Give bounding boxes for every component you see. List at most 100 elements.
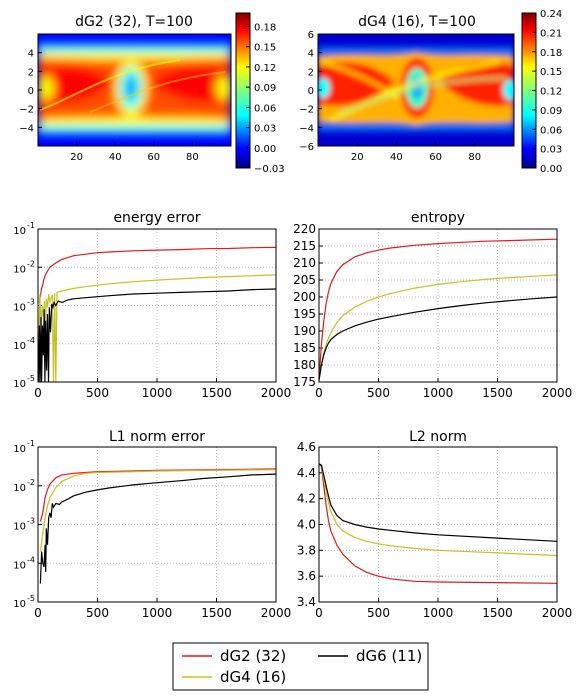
legend-label-dg2: dG2 (32) [220,647,286,665]
colorbar-tick-label: 0.09 [540,106,562,117]
heatmap-ytick-label: 4 [308,49,314,60]
panel-energy-error: energy error 0 500 1000 1500 200010-110-210-… [13,210,291,400]
ytick-exponent: -5 [27,594,35,603]
l2-norm-title: L2 norm [409,429,467,445]
ytick-exponent: -2 [27,259,35,268]
heatmap-ytick-label: −4 [19,123,34,134]
ytick-label: 4.0 [297,518,316,532]
colorbar-dg2 [235,12,251,169]
heatmap-ytick-label: 2 [308,67,314,78]
colorbar-tick-label: 0.12 [254,63,276,74]
heatmap-xtick-label: 80 [468,152,481,163]
plot-frame [37,446,277,603]
xtick-label: 1000 [423,606,454,620]
series-line-dg2 [319,238,557,381]
xtick-label: 1500 [482,386,513,400]
heatmap-dg4-title: dG4 (16), T=100 [358,14,476,30]
panel-l1-norm-error: L1 norm error 0 500 1000 1500 200010-110-210… [13,429,291,620]
ytick-label: 210 [293,256,316,270]
xtick-label: 1000 [142,606,173,620]
l1-norm-error-title: L1 norm error [109,429,205,445]
heatmap-ytick-label: 6 [308,30,314,41]
ytick-exponent: -3 [27,517,35,526]
series-group [319,238,557,381]
xtick-label: 0 [34,606,42,620]
colorbar-tick-label: 0.06 [254,103,276,114]
ytick-label: 3.6 [297,569,316,583]
series-line-dg4 [39,469,276,552]
colorbar-tick-label: 0.24 [540,9,562,20]
ytick-label: 4.2 [297,492,316,506]
ytick-label: 205 [293,273,316,287]
colorbar-tick-label: 0.06 [540,125,562,136]
colorbar-tick-label: −0.03 [254,164,285,175]
series-line-dg4 [38,274,276,382]
heatmap-dg4: dG4 (16), T=100 20 40 60 806420−2−4−60.240.… [299,9,562,175]
colorbar-tick-label: 0.15 [254,43,276,54]
ytick-label: 10 [13,483,26,494]
heatmap-dg4-field [318,34,514,146]
xtick-label: 0 [34,386,42,400]
xtick-label: 500 [86,606,109,620]
series-line-dg2 [319,463,557,584]
heatmap-xtick-label: 60 [147,152,160,163]
heatmap-ytick-label: 2 [28,67,34,78]
xtick-label: 0 [315,386,323,400]
colorbar-tick-label: 0.15 [540,67,562,78]
xtick-label: 1500 [201,606,232,620]
colorbar-tick-label: 0.18 [540,48,562,59]
ytick-exponent: -1 [27,221,35,230]
xtick-label: 1000 [423,386,454,400]
xtick-label: 500 [86,386,109,400]
heatmap-xtick-label: 20 [351,152,364,163]
xtick-label: 2000 [261,386,292,400]
entropy-title: entropy [411,210,465,226]
panel-l2-norm: L2 norm 0 500 1000 1500 2000 4.6 4.4 4.2 4.0 3.8 3… [297,429,572,620]
xtick-label: 500 [367,386,390,400]
series-line-dg6 [39,473,276,584]
heatmap-dg2-field [38,34,231,146]
colorbar-tick-label: 0.00 [540,164,562,175]
xtick-label: 0 [315,606,323,620]
heatmap-ytick-label: −2 [19,105,34,116]
ytick-label: 190 [293,324,316,338]
series-line-dg4 [319,463,557,557]
heatmap-xtick-label: 20 [70,152,83,163]
legend: dG2 (32) dG4 (16) dG6 (11) [172,642,429,691]
xtick-label: 1000 [142,386,173,400]
ytick-label: 4.6 [297,440,316,454]
series-line-dg6 [319,463,557,542]
series-line-dg6 [319,296,557,381]
ytick-exponent: -3 [27,298,35,307]
heatmap-dg2-title: dG2 (32), T=100 [75,14,193,30]
ytick-exponent: -1 [27,439,35,448]
heatmap-xtick-label: 40 [390,152,403,163]
ytick-label: 220 [293,222,316,236]
legend-label-dg6: dG6 (11) [356,647,422,665]
ytick-exponent: -5 [27,374,35,383]
ytick-label: 4.4 [297,466,316,480]
plot-frame [318,228,558,383]
colorbar-tick-label: 0.12 [540,87,562,98]
xtick-label: 2000 [542,606,573,620]
heatmap-ytick-label: 0 [308,86,314,97]
series-line-dg6 [38,288,276,382]
legend-box [172,642,429,691]
ytick-label: 195 [293,307,316,321]
xtick-label: 1500 [201,386,232,400]
colorbar-tick-label: 0.03 [540,145,562,156]
panel-entropy: entropy 0 500 1000 1500 2000 220 215 210 205 200 1… [293,210,572,400]
heatmap-dg2: dG2 (32), T=100 20 40 60 80420−2−40.180.150… [19,12,285,175]
heatmap-ytick-label: 0 [28,86,34,97]
series-line-dg2 [38,246,276,303]
heatmap-ytick-label: −4 [299,123,314,134]
ytick-label: 10 [13,560,26,571]
heatmap-xtick-label: 60 [429,152,442,163]
colorbar-tick-label: 0.21 [540,28,562,39]
ytick-exponent: -2 [27,478,35,487]
ytick-label: 10 [13,522,26,533]
colorbar-tick-label: 0.09 [254,83,276,94]
ytick-label: 10 [13,444,26,455]
plot-frame [37,228,277,383]
heatmap-xtick-label: 40 [109,152,122,163]
